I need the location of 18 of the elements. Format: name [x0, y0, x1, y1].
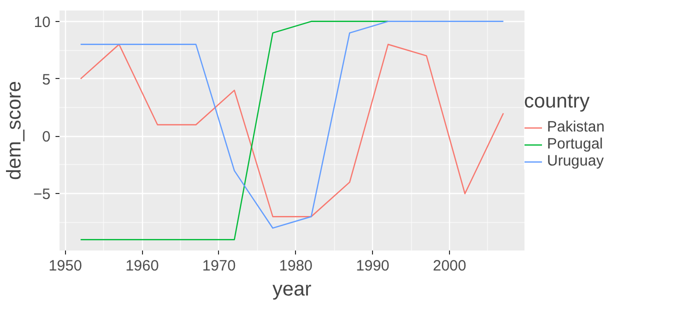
legend-title: country	[524, 90, 591, 114]
x-axis-title: year	[272, 278, 312, 300]
y-tick-label: −5	[33, 186, 51, 204]
legend-label: Pakistan	[547, 118, 606, 136]
legend-label: Portugal	[547, 136, 604, 152]
x-tick-label: 2000	[432, 258, 466, 274]
x-tick-label: 1960	[125, 258, 159, 274]
x-tick-label: 1980	[279, 258, 313, 274]
x-tick-label: 1950	[48, 258, 82, 274]
y-tick-label: 10	[34, 14, 51, 31]
y-tick-label: 0	[42, 128, 50, 146]
line-series	[80, 44, 504, 218]
y-tick-label: 5	[42, 71, 50, 88]
x-tick-label: 1970	[202, 258, 236, 274]
legend-label: Uruguay	[547, 152, 605, 170]
line-series	[80, 20, 504, 229]
y-axis-title: dem_score	[3, 81, 26, 180]
x-tick-label: 1990	[356, 258, 390, 274]
